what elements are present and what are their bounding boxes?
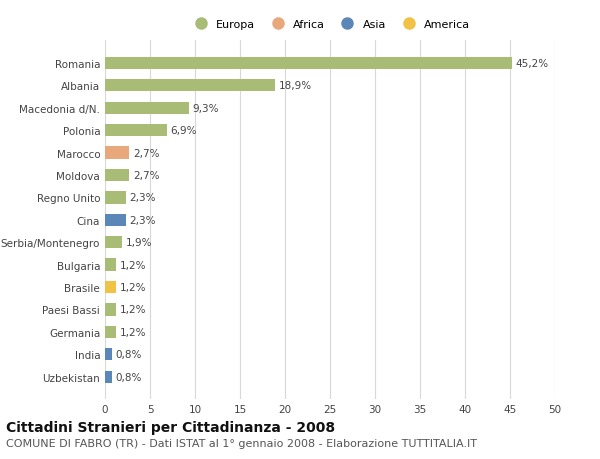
Bar: [105, 214, 126, 226]
Text: 2,3%: 2,3%: [130, 215, 156, 225]
Bar: [105, 281, 116, 294]
Text: Cittadini Stranieri per Cittadinanza - 2008: Cittadini Stranieri per Cittadinanza - 2…: [6, 420, 335, 434]
Text: 0,8%: 0,8%: [116, 350, 142, 359]
Text: 1,9%: 1,9%: [126, 238, 152, 248]
Bar: [105, 304, 116, 316]
Bar: [105, 80, 275, 92]
Bar: [105, 236, 122, 249]
Bar: [105, 348, 112, 361]
Text: 2,7%: 2,7%: [133, 171, 160, 180]
Bar: [105, 259, 116, 271]
Bar: [105, 57, 512, 70]
Text: 2,3%: 2,3%: [130, 193, 156, 203]
Bar: [105, 371, 112, 383]
Text: 1,2%: 1,2%: [119, 260, 146, 270]
Text: 0,8%: 0,8%: [116, 372, 142, 382]
Bar: [105, 125, 167, 137]
Bar: [105, 147, 130, 159]
Bar: [105, 169, 130, 182]
Text: 9,3%: 9,3%: [193, 103, 219, 113]
Text: 45,2%: 45,2%: [515, 59, 548, 69]
Text: 6,9%: 6,9%: [170, 126, 197, 136]
Text: COMUNE DI FABRO (TR) - Dati ISTAT al 1° gennaio 2008 - Elaborazione TUTTITALIA.I: COMUNE DI FABRO (TR) - Dati ISTAT al 1° …: [6, 438, 477, 448]
Bar: [105, 192, 126, 204]
Text: 18,9%: 18,9%: [278, 81, 312, 91]
Legend: Europa, Africa, Asia, America: Europa, Africa, Asia, America: [187, 18, 473, 32]
Bar: [105, 102, 188, 115]
Text: 2,7%: 2,7%: [133, 148, 160, 158]
Text: 1,2%: 1,2%: [119, 282, 146, 292]
Bar: [105, 326, 116, 338]
Text: 1,2%: 1,2%: [119, 305, 146, 315]
Text: 1,2%: 1,2%: [119, 327, 146, 337]
